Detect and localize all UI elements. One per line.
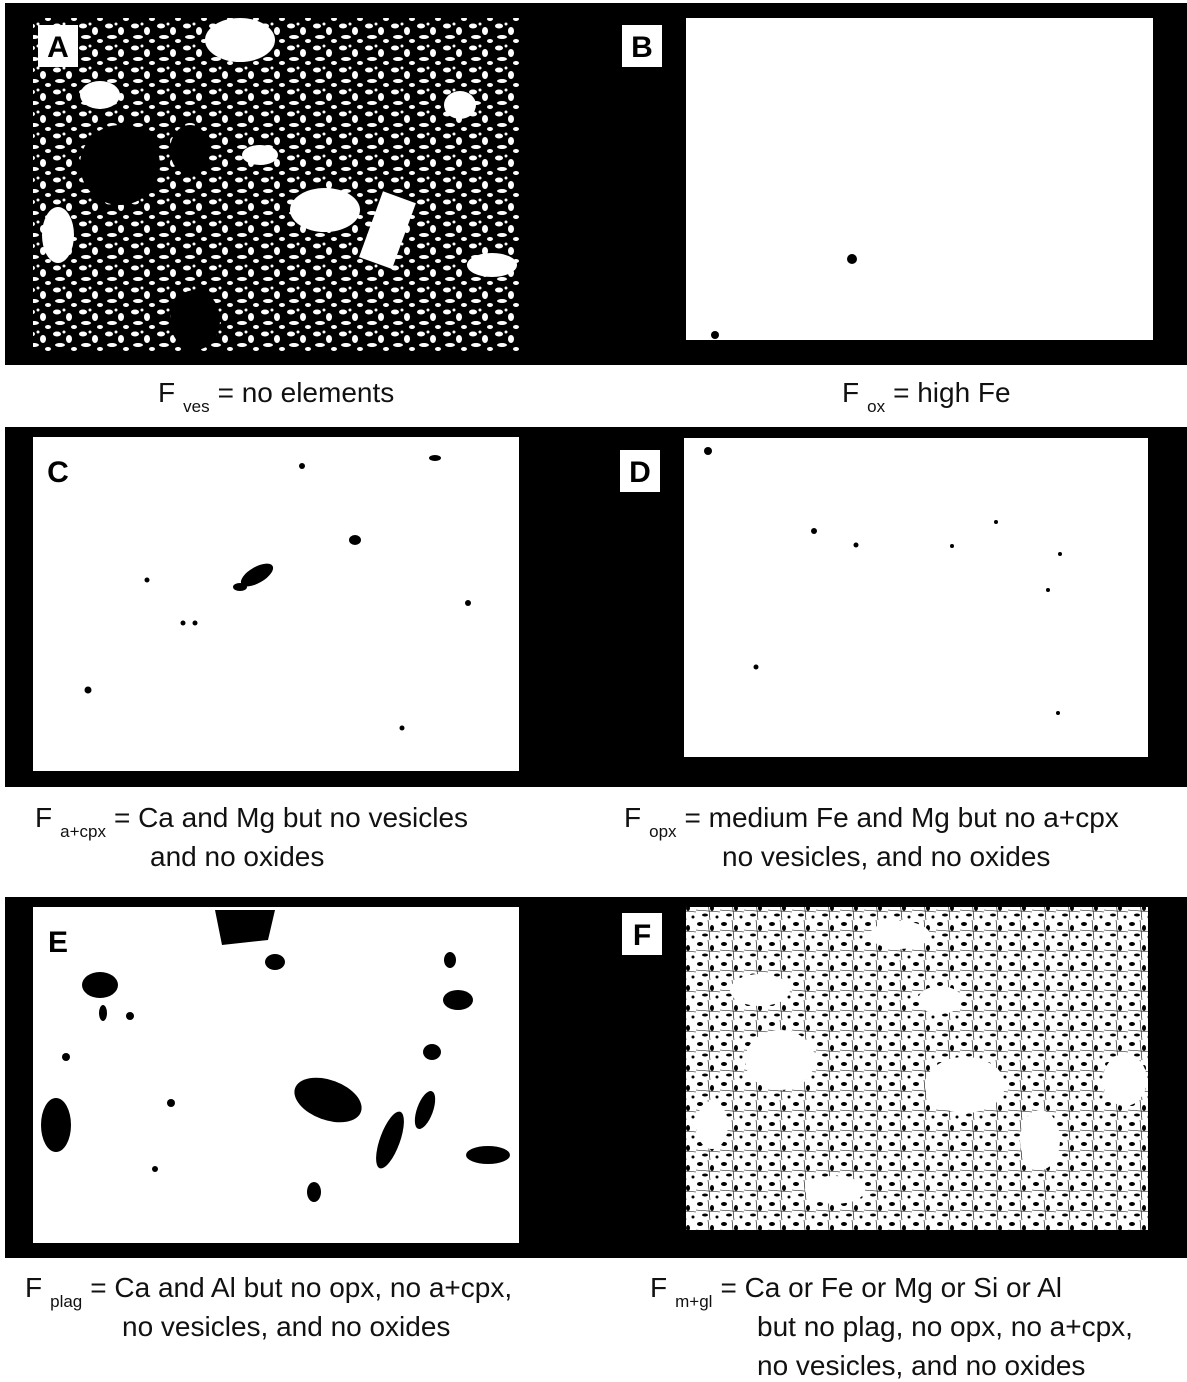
caption-line: but no plag, no opx, no a+cpx,: [757, 1311, 1133, 1342]
figure: A B C D E F Fves = no elements Fox = high Fe Fa+c…: [0, 0, 1187, 1382]
caption-symbol: F: [158, 377, 175, 408]
panel-label: B: [631, 31, 653, 64]
caption-line: no vesicles, and no oxides: [722, 841, 1050, 872]
caption-subscript: a+cpx: [60, 822, 106, 841]
caption-subscript: plag: [50, 1292, 82, 1311]
caption-subscript: m+gl: [675, 1292, 712, 1311]
caption-line: no vesicles, and no oxides: [757, 1350, 1085, 1381]
caption-text: = high Fe: [893, 377, 1011, 408]
panel-label: F: [633, 919, 651, 952]
caption-subscript: ves: [183, 397, 209, 416]
caption-text: = Ca or Fe or Mg or Si or Al: [720, 1272, 1062, 1303]
image-a: [33, 18, 520, 352]
panel-label: C: [47, 456, 69, 489]
panel-label: E: [48, 926, 68, 959]
image-b: [686, 18, 1153, 340]
caption-line: and no oxides: [150, 841, 324, 872]
panel-label: A: [47, 31, 69, 64]
image-e: [33, 907, 519, 1243]
caption-symbol: F: [25, 1272, 42, 1303]
caption-text: = medium Fe and Mg but no a+cpx: [685, 802, 1119, 833]
image-c: [33, 437, 519, 771]
caption-subscript: opx: [649, 822, 677, 841]
caption-symbol: F: [35, 802, 52, 833]
panel-label: D: [629, 456, 651, 489]
image-f: [686, 907, 1148, 1230]
caption-symbol: F: [624, 802, 641, 833]
image-d: [684, 438, 1148, 757]
caption-text: = Ca and Mg but no vesicles: [114, 802, 468, 833]
caption-text: = no elements: [218, 377, 395, 408]
caption-symbol: F: [650, 1272, 667, 1303]
caption-text: = Ca and Al but no opx, no a+cpx,: [90, 1272, 512, 1303]
caption-line: no vesicles, and no oxides: [122, 1311, 450, 1342]
caption-subscript: ox: [867, 397, 885, 416]
caption-symbol: F: [842, 377, 859, 408]
